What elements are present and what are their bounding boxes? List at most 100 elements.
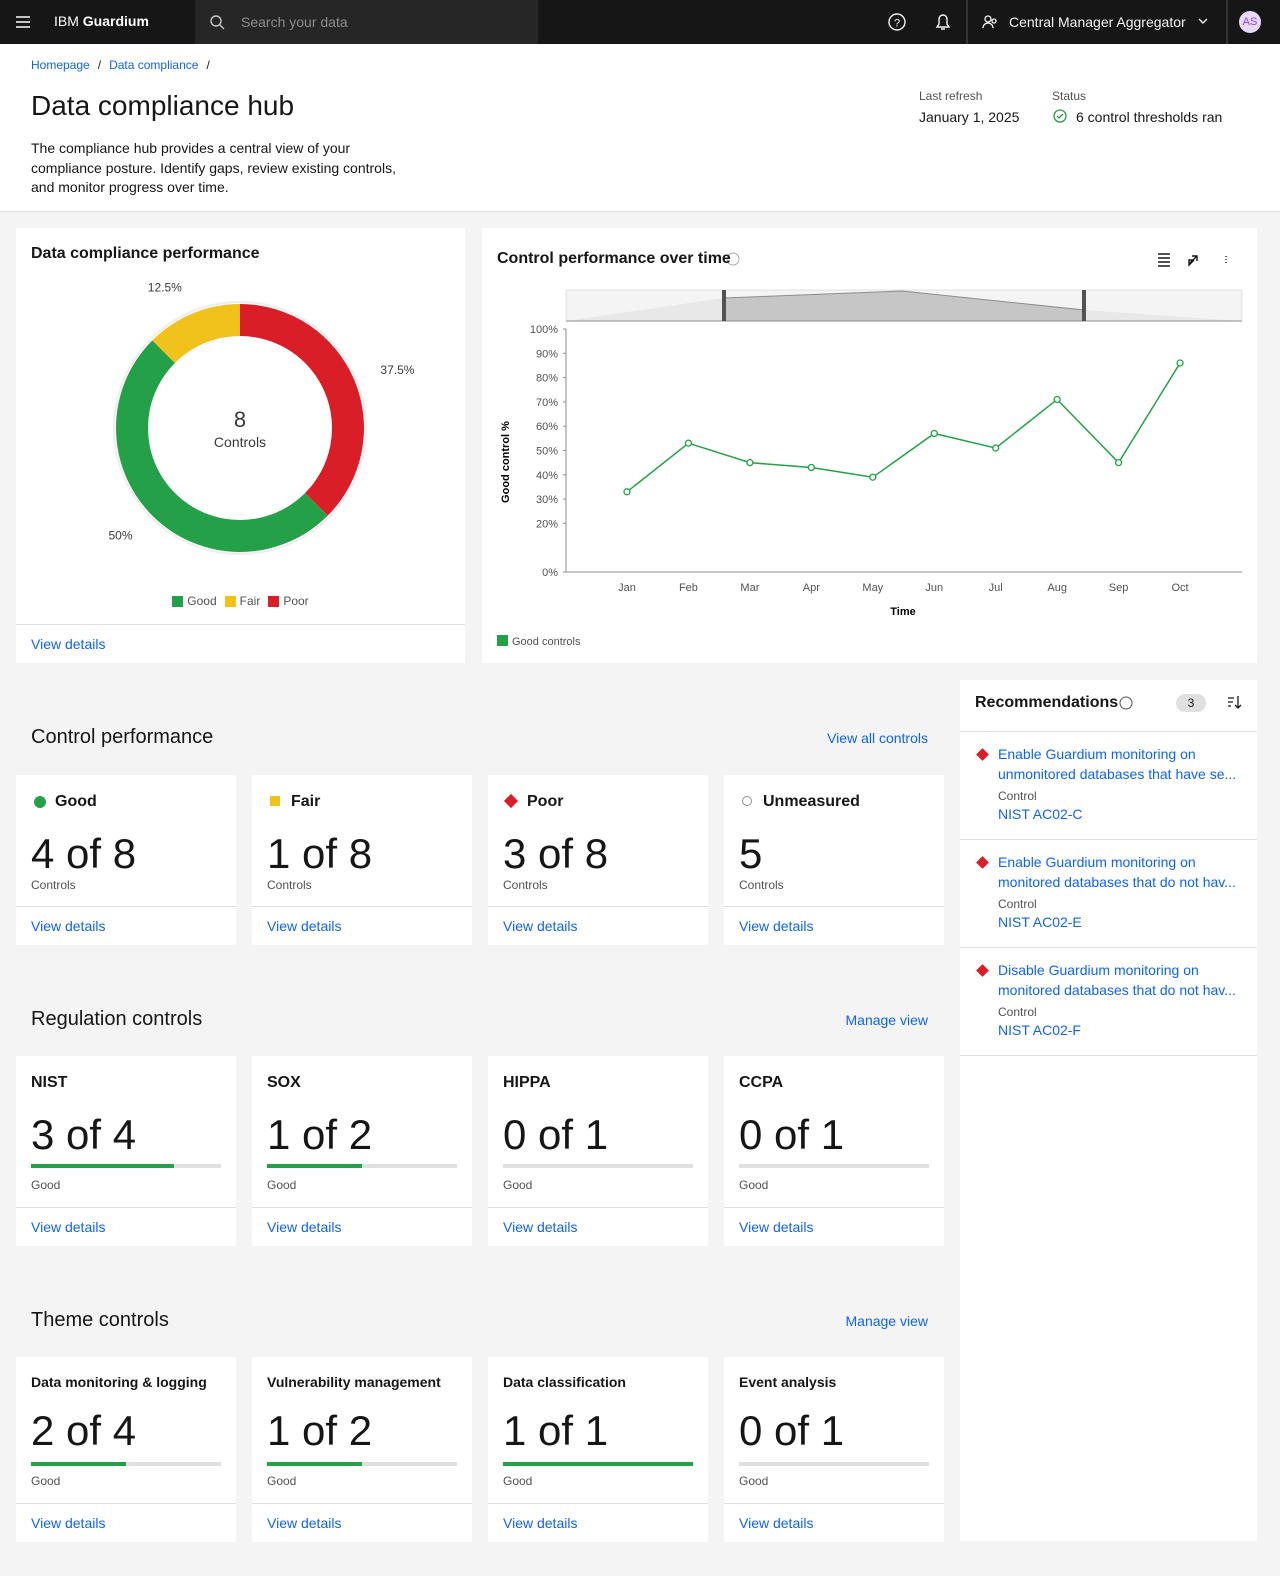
card-label: Good xyxy=(55,793,97,810)
navigator-handle xyxy=(1082,290,1086,321)
recommendation-title[interactable]: Disable Guardium monitoring on monitored… xyxy=(998,962,1236,998)
card-label: Data classification xyxy=(503,1374,626,1390)
card: Data monitoring & logging 2 of 4 Good View … xyxy=(16,1357,236,1542)
point xyxy=(930,429,938,438)
card-caption: Good xyxy=(503,1474,533,1488)
card-link[interactable]: View details xyxy=(31,1515,106,1531)
brand[interactable]: IBM Guardium xyxy=(54,13,149,29)
section-link[interactable]: Manage view xyxy=(845,1313,929,1329)
card-value: 5 xyxy=(739,830,763,877)
point xyxy=(992,444,1000,452)
status-icon xyxy=(503,793,519,809)
control-id[interactable]: NIST AC02-F xyxy=(998,1022,1081,1038)
card-label: SOX xyxy=(267,1074,301,1091)
point xyxy=(623,488,631,496)
card-link[interactable]: View details xyxy=(31,918,106,934)
breadcrumb-link[interactable]: Data compliance xyxy=(109,58,199,72)
control-label: Control xyxy=(998,897,1037,911)
progress-track xyxy=(267,1462,457,1466)
section-title: Theme controls xyxy=(31,1309,169,1331)
context-switcher[interactable]: Central Manager Aggregator xyxy=(1009,14,1186,30)
status-text: 6 control thresholds ran xyxy=(1076,109,1223,125)
card-caption: Good xyxy=(267,1178,297,1192)
y-tick-label: 30% xyxy=(536,494,558,506)
control-label: Control xyxy=(998,1005,1037,1019)
divider xyxy=(16,624,465,625)
donut-halo xyxy=(113,301,367,555)
card-link[interactable]: View details xyxy=(503,1515,578,1531)
card-label: Data monitoring & logging xyxy=(31,1374,207,1390)
legend-swatch xyxy=(172,595,184,607)
progress-track xyxy=(267,1164,457,1168)
card-label: Event analysis xyxy=(739,1374,837,1390)
recommendation-title[interactable]: Enable Guardium monitoring on unmonitore… xyxy=(998,746,1237,782)
divider xyxy=(252,1503,472,1504)
card-caption: Controls xyxy=(739,878,784,892)
search-box[interactable] xyxy=(195,0,538,44)
status-label: Status xyxy=(1052,89,1087,103)
link[interactable]: View details xyxy=(31,636,106,652)
card-caption: Good xyxy=(267,1474,297,1488)
toolbar-icon xyxy=(1188,255,1198,267)
x-tick-label: Feb xyxy=(679,582,698,594)
card-caption: Good xyxy=(31,1178,61,1192)
card-value: 3 of 4 xyxy=(31,1111,137,1158)
card-link[interactable]: View details xyxy=(31,1219,106,1235)
page-description: The compliance hub provides a central vi… xyxy=(31,140,396,195)
divider xyxy=(960,1055,1257,1056)
control-id[interactable]: NIST AC02-C xyxy=(998,806,1083,822)
card-title: Data compliance performance xyxy=(31,245,260,262)
user-icon xyxy=(982,15,997,29)
search-icon xyxy=(210,15,225,30)
card: SOX 1 of 2 Good View details xyxy=(252,1056,472,1246)
card-caption: Controls xyxy=(267,878,312,892)
card-value: 4 of 8 xyxy=(31,830,137,877)
card-link[interactable]: View details xyxy=(739,918,814,934)
card: Fair 1 of 8 Controls View details xyxy=(252,775,472,945)
card-link[interactable]: View details xyxy=(739,1515,814,1531)
y-tick-label: 60% xyxy=(536,421,558,433)
legend: Good Fair Poor xyxy=(16,594,465,608)
count-badge: 3 xyxy=(1176,694,1206,712)
notification-icon[interactable] xyxy=(935,14,951,30)
toolbar-icon xyxy=(1158,253,1170,267)
card: CCPA 0 of 1 Good View details xyxy=(724,1056,944,1246)
recommendation-title[interactable]: Enable Guardium monitoring on monitored … xyxy=(998,854,1236,890)
top-bar-icons: ? xyxy=(16,0,1261,44)
divider xyxy=(252,906,472,907)
card-link[interactable]: View details xyxy=(267,1515,342,1531)
legend-label: Good controls xyxy=(512,636,581,648)
status-icon xyxy=(270,796,280,806)
help-icon[interactable] xyxy=(888,13,906,31)
avatar-initials: AS xyxy=(1242,16,1258,28)
card-caption: Good xyxy=(503,1178,533,1192)
divider xyxy=(960,731,1257,732)
breadcrumb-link[interactable]: Homepage xyxy=(31,58,90,72)
y-tick-label: 100% xyxy=(530,324,558,336)
x-tick-label: Sep xyxy=(1109,582,1129,594)
card-caption: Controls xyxy=(31,878,76,892)
card-link[interactable]: View details xyxy=(267,1219,342,1235)
divider xyxy=(960,839,1257,840)
section-link[interactable]: Manage view xyxy=(845,1012,929,1028)
card-link[interactable]: View details xyxy=(267,918,342,934)
card-link[interactable]: View details xyxy=(503,918,578,934)
card-link[interactable]: View details xyxy=(503,1219,578,1235)
card-link[interactable]: View details xyxy=(739,1219,814,1235)
control-id[interactable]: NIST AC02-E xyxy=(998,914,1082,930)
data-label: 12.5% xyxy=(148,281,182,295)
card-value: 1 of 2 xyxy=(267,1407,373,1454)
x-tick-label: Jul xyxy=(989,582,1003,594)
y-tick-label: 50% xyxy=(536,446,558,458)
section-link[interactable]: View all controls xyxy=(827,730,928,746)
page-header xyxy=(0,44,1280,212)
card: NIST 3 of 4 Good View details xyxy=(16,1056,236,1246)
menu-icon[interactable] xyxy=(16,16,30,28)
progress-bar xyxy=(31,1462,126,1466)
chevron-icon[interactable] xyxy=(1198,18,1208,24)
point xyxy=(807,463,816,472)
y-tick-label: 0% xyxy=(542,567,558,579)
chart-svg: 0% 20% 30% 40% 50% 60% 70% 80% 90% 100% Jan Feb Mar A… xyxy=(497,252,1243,648)
center-label: Controls xyxy=(214,434,266,450)
avatar[interactable] xyxy=(1239,11,1261,33)
